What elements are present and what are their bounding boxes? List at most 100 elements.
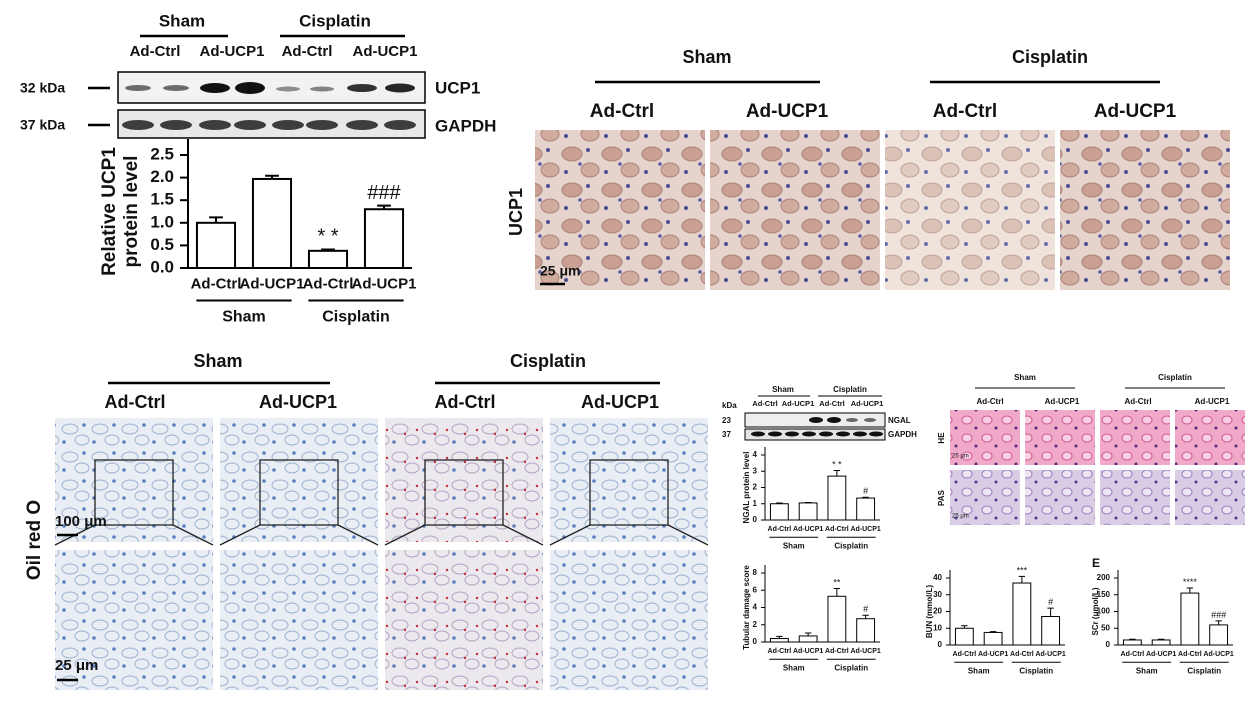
micrograph — [550, 418, 708, 542]
error-bar — [989, 631, 997, 633]
x-tick-label: Ad-UCP1 — [1146, 651, 1176, 658]
oil-red-panel: Sham Cisplatin Ad-Ctrl Ad-UCP1 Ad-Ctrl A… — [24, 351, 709, 690]
group-label: Cisplatin — [510, 351, 586, 371]
bar — [954, 627, 974, 646]
bar — [1122, 639, 1142, 646]
micrograph — [950, 410, 1020, 465]
bar-chart: 0.0 0.5 1.0 1.5 2.0 2.5 Relative UCP1 protein l… — [99, 139, 417, 326]
y-tick-label: 150 — [1097, 590, 1111, 599]
y-tick-label: 8 — [753, 568, 758, 577]
y-tick-label: 50 — [1101, 623, 1110, 632]
bar — [827, 475, 847, 521]
annotation: * * — [832, 459, 842, 469]
bar — [1041, 616, 1061, 646]
micrograph — [55, 418, 213, 542]
group-label: Sham — [783, 663, 805, 672]
row-label: Oil red O — [24, 500, 45, 580]
group-label: Sham — [682, 47, 731, 67]
histology-panel: Sham Cisplatin Ad-Ctrl Ad-UCP1 Ad-Ctrl A… — [937, 373, 1245, 525]
y-tick-label: 6 — [753, 585, 758, 594]
marker-label: 23 — [722, 416, 731, 425]
column-label: Ad-Ctrl — [435, 392, 496, 412]
protein-label: NGAL — [888, 416, 911, 425]
x-tick-label: Ad-UCP1 — [239, 275, 304, 292]
group-label: Sham — [222, 309, 266, 326]
group-label: Sham — [1014, 373, 1036, 382]
lane-label: Ad-Ctrl — [130, 43, 181, 60]
y-tick-label: 0.5 — [150, 235, 174, 254]
scale-label: 25 μm — [952, 514, 969, 520]
micrograph — [550, 550, 708, 690]
marker-label: 37 — [722, 430, 731, 439]
x-tick-label: Ad-UCP1 — [978, 651, 1008, 658]
y-axis-label: SCr (μmol/L) — [1091, 587, 1100, 635]
micrograph — [710, 130, 880, 290]
x-tick-label: Ad-UCP1 — [793, 526, 823, 533]
bar — [1012, 582, 1032, 646]
bar — [1151, 639, 1171, 646]
micrograph — [385, 418, 543, 542]
error-bar — [321, 248, 335, 251]
micrograph — [220, 550, 378, 690]
group-label: Sham — [159, 11, 205, 30]
ihc-panel: Sham Cisplatin Ad-Ctrl Ad-UCP1 Ad-Ctrl A… — [506, 47, 1230, 290]
column-label: Ad-Ctrl — [933, 101, 997, 122]
y-tick-label: 2.0 — [150, 167, 174, 186]
y-axis-label: BUN (mmol/L) — [925, 585, 934, 639]
y-tick-label: 4 — [753, 603, 758, 612]
micrograph — [220, 418, 378, 542]
column-label: Ad-UCP1 — [746, 101, 829, 122]
group-label: Cisplatin — [322, 309, 390, 326]
y-tick-label: 100 — [1097, 607, 1111, 616]
y-tick-label: 0 — [1106, 640, 1111, 649]
error-bar — [1129, 638, 1136, 640]
x-tick-label: Ad-UCP1 — [850, 526, 880, 533]
group-label: Cisplatin — [1187, 666, 1221, 675]
micrograph — [1175, 410, 1245, 465]
lane-label: Ad-UCP1 — [782, 399, 815, 408]
scale-label: 25 μm — [55, 657, 98, 674]
row-label: PAS — [937, 489, 946, 506]
row-label: HE — [937, 432, 946, 444]
y-tick-label: 200 — [1097, 573, 1111, 582]
x-tick-label: Ad-UCP1 — [1035, 651, 1065, 658]
y-tick-label: 2.5 — [150, 144, 174, 163]
bar — [307, 249, 349, 270]
group-label: Cisplatin — [1012, 47, 1088, 67]
y-tick-label: 2 — [753, 483, 758, 492]
group-label: Sham — [1136, 666, 1158, 675]
error-bar — [833, 469, 841, 477]
x-tick-label: Ad-Ctrl — [825, 526, 849, 533]
bar — [1180, 592, 1200, 646]
bar — [363, 208, 405, 270]
annotation: *** — [1017, 565, 1028, 575]
group-label: Sham — [783, 541, 805, 550]
lane-label: Ad-UCP1 — [851, 399, 884, 408]
y-tick-label: 10 — [933, 623, 942, 632]
zoom-boxes — [54, 459, 709, 546]
y-tick-label: 30 — [933, 590, 942, 599]
protein-label: UCP1 — [435, 78, 480, 97]
bar — [769, 638, 789, 643]
bar — [856, 497, 876, 521]
column-label: Ad-UCP1 — [1195, 397, 1230, 406]
error-bar — [265, 174, 279, 179]
bar — [251, 177, 293, 269]
micrograph — [885, 130, 1055, 290]
error-bar — [776, 635, 783, 639]
bar — [1209, 624, 1229, 646]
x-tick-label: Ad-Ctrl — [768, 526, 792, 533]
y-tick-label: 20 — [933, 607, 942, 616]
row-label: UCP1 — [506, 188, 526, 236]
column-label: Ad-UCP1 — [259, 392, 337, 412]
y-tick-label: 0 — [938, 640, 943, 649]
error-bar — [1018, 575, 1026, 584]
bar — [983, 631, 1003, 646]
annotation: # — [863, 486, 868, 496]
protein-label: GAPDH — [435, 116, 496, 135]
scale-label: 100 μm — [55, 513, 107, 530]
y-axis-label: Relative UCP1 — [99, 147, 120, 276]
x-tick-label: Ad-Ctrl — [1010, 651, 1034, 658]
